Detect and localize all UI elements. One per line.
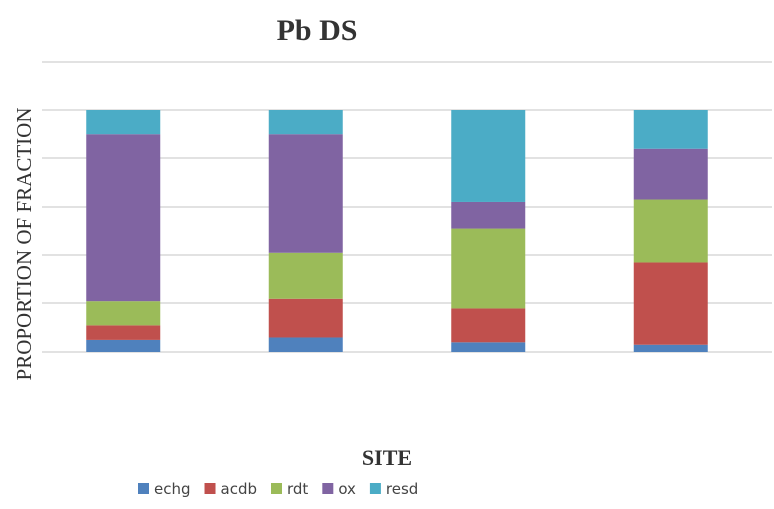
bar-segment-ox-site-2 — [268, 134, 343, 253]
bar-segment-echg-site-2 — [268, 337, 343, 352]
bar-segment-rdt-site-1 — [86, 301, 161, 326]
legend-swatch-acdb — [204, 483, 216, 494]
bar-segment-echg-site-4 — [633, 344, 708, 352]
bar-segment-acdb-site-2 — [268, 298, 343, 338]
bar-segment-resd-site-1 — [86, 110, 161, 135]
bar-segment-acdb-site-4 — [633, 262, 708, 345]
bar-segment-ox-site-1 — [86, 134, 161, 302]
legend: echg acdb rdt ox resd — [138, 480, 418, 498]
legend-swatch-rdt — [271, 483, 282, 494]
bar-segment-ox-site-4 — [633, 148, 708, 200]
bar-segment-resd-site-4 — [633, 110, 708, 149]
legend-swatch-resd — [369, 483, 381, 494]
bar-segment-rdt-site-3 — [451, 228, 526, 309]
bar-segment-acdb-site-1 — [86, 325, 161, 340]
bars — [86, 110, 708, 352]
gridlines — [42, 61, 772, 353]
bar-segment-rdt-site-4 — [633, 199, 708, 263]
bar-segment-resd-site-3 — [451, 110, 526, 202]
bar-segment-acdb-site-3 — [451, 308, 526, 343]
chart-title: Pb DS — [277, 14, 358, 47]
x-axis-label: SITE — [362, 445, 412, 470]
legend-label-rdt: rdt — [287, 480, 308, 498]
legend-label-ox: ox — [338, 480, 356, 498]
legend-swatch-echg — [138, 483, 149, 494]
legend-swatch-ox — [322, 483, 334, 494]
y-axis-label: PROPORTION OF FRACTION — [12, 108, 36, 381]
bar-segment-resd-site-2 — [268, 110, 343, 135]
bar-segment-echg-site-3 — [451, 342, 526, 352]
bar-segment-ox-site-3 — [451, 201, 526, 229]
bar-segment-echg-site-1 — [86, 339, 161, 352]
legend-label-resd: resd — [386, 480, 418, 498]
legend-label-echg: echg — [154, 480, 191, 498]
legend-label-acdb: acdb — [221, 480, 257, 498]
bar-segment-rdt-site-2 — [268, 252, 343, 299]
